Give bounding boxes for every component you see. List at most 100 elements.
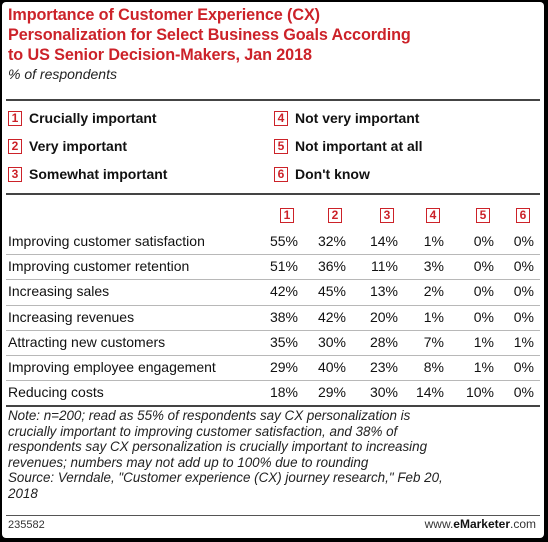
table-cell: 0% — [513, 308, 534, 325]
table-row: Increasing sales 42% 45% 13% 2% 0% 0% — [8, 280, 542, 304]
row-label: Attracting new customers — [8, 333, 166, 350]
table-cell: 14% — [369, 233, 398, 249]
legend-badge: 5 — [274, 138, 288, 154]
table-cell: 1% — [423, 233, 444, 249]
chart-id: 235582 — [8, 519, 45, 531]
table-cell: 23% — [369, 359, 398, 375]
table-cell: 29% — [317, 384, 346, 401]
legend-label: Very important — [29, 138, 128, 154]
table-row: Improving employee engagement 29% 40% 23% 8%… — [8, 356, 542, 380]
legend-label: Somewhat important — [29, 166, 168, 182]
row-label: Reducing costs — [8, 384, 104, 401]
brand-suffix: .com — [509, 517, 536, 531]
legend-item-2: 2 Very important — [8, 138, 127, 154]
row-divider — [6, 254, 540, 256]
chart-note: Note: n=200; read as 55% of respondents … — [8, 408, 443, 501]
row-label: Improving customer retention — [8, 258, 190, 275]
column-badge: 2 — [328, 207, 342, 223]
table-cell: 1% — [423, 308, 444, 325]
table-cell: 42% — [269, 283, 298, 300]
divider — [6, 515, 540, 516]
legend-item-3: 3 Somewhat important — [8, 166, 167, 182]
legend-label: Not important at all — [295, 138, 423, 154]
table-cell: 36% — [317, 258, 346, 275]
table-cell: 55% — [269, 233, 298, 249]
column-badge: 6 — [516, 207, 530, 223]
table-row: Reducing costs 18% 29% 30% 14% 10% 0% — [8, 381, 542, 405]
legend-badge: 4 — [274, 110, 288, 126]
table-cell: 1% — [473, 333, 494, 350]
table-row: Improving customer satisfaction 55% 32% 14%… — [8, 230, 542, 254]
table-cell: 30% — [317, 333, 346, 350]
table-cell: 3% — [423, 258, 444, 275]
table-cell: 7% — [423, 333, 444, 350]
row-divider — [6, 279, 540, 281]
table-cell: 29% — [269, 359, 298, 375]
table-cell: 14% — [415, 384, 444, 401]
table-cell: 0% — [513, 233, 534, 249]
table-cell: 0% — [513, 384, 534, 401]
row-label: Improving customer satisfaction — [8, 233, 205, 249]
table-cell: 2% — [423, 283, 444, 300]
table-cell: 0% — [473, 233, 494, 249]
column-badge: 5 — [476, 207, 490, 223]
chart-subtitle: % of respondents — [8, 66, 117, 82]
legend-item-5: 5 Not important at all — [274, 138, 423, 154]
legend-item-4: 4 Not very important — [274, 110, 419, 126]
table-cell: 0% — [473, 258, 494, 275]
table-row: Improving customer retention 51% 36% 11% 3% 0… — [8, 255, 542, 279]
table-cell: 30% — [369, 384, 398, 401]
table-cell: 45% — [317, 283, 346, 300]
divider — [6, 405, 540, 407]
table-cell: 0% — [473, 308, 494, 325]
table-cell: 35% — [269, 333, 298, 350]
row-label: Improving employee engagement — [8, 359, 216, 375]
legend-label: Don't know — [295, 166, 370, 182]
column-badge: 1 — [280, 207, 294, 223]
column-badge: 4 — [426, 207, 440, 223]
table-cell: 13% — [369, 283, 398, 300]
table-cell: 51% — [269, 258, 298, 275]
table-cell: 20% — [369, 308, 398, 325]
column-header-6: 6 — [516, 206, 530, 224]
table-cell: 0% — [513, 258, 534, 275]
column-header-5: 5 — [476, 206, 490, 224]
row-divider — [6, 380, 540, 382]
column-badge: 3 — [380, 207, 394, 223]
table-cell: 18% — [269, 384, 298, 401]
table-cell: 0% — [513, 283, 534, 300]
row-divider — [6, 355, 540, 356]
chart-title: Importance of Customer Experience (CX) P… — [8, 6, 411, 64]
table-cell: 0% — [513, 359, 534, 375]
table-cell: 38% — [269, 308, 298, 325]
row-divider — [6, 304, 540, 306]
table-cell: 40% — [317, 359, 346, 375]
column-header-2: 2 — [328, 206, 342, 224]
table-cell: 0% — [473, 283, 494, 300]
table-row: Attracting new customers 35% 30% 28% 7% 1% 1% — [8, 331, 542, 355]
table-cell: 32% — [317, 233, 346, 249]
table-cell: 8% — [423, 359, 444, 375]
table-cell: 42% — [317, 308, 346, 325]
brand-name: eMarketer — [453, 517, 510, 531]
divider — [6, 193, 540, 195]
column-header-4: 4 — [426, 206, 440, 224]
legend-item-6: 6 Don't know — [274, 166, 370, 182]
row-label: Increasing sales — [8, 283, 110, 300]
table-row: Increasing revenues 38% 42% 20% 1% 0% 0% — [8, 306, 542, 330]
table-cell: 28% — [369, 333, 398, 350]
brand-link[interactable]: www.eMarketer.com — [425, 517, 536, 531]
table-cell: 1% — [513, 333, 534, 350]
legend-badge: 3 — [8, 166, 22, 182]
row-divider — [6, 329, 540, 331]
column-header-3: 3 — [380, 206, 394, 224]
chart-card: Importance of Customer Experience (CX) P… — [2, 2, 544, 538]
legend-badge: 1 — [8, 110, 22, 126]
legend-badge: 6 — [274, 166, 288, 182]
divider — [6, 99, 540, 101]
table-cell: 10% — [465, 384, 494, 401]
column-header-1: 1 — [280, 206, 294, 224]
legend-badge: 2 — [8, 138, 22, 154]
table-cell: 11% — [371, 258, 398, 275]
table-cell: 1% — [473, 359, 494, 375]
